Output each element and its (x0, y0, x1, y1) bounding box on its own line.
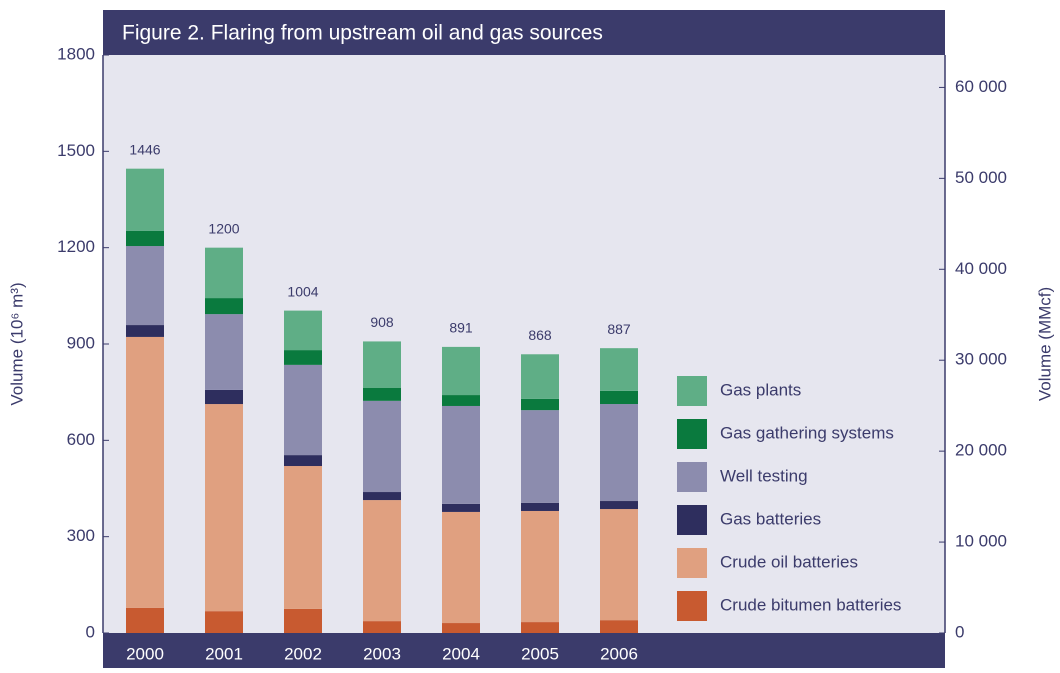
bar-segment (205, 247, 243, 299)
x-axis-bar (103, 633, 945, 668)
y2-tick-label: 30 000 (955, 350, 1007, 369)
legend-label: Gas batteries (720, 509, 821, 528)
bar-segment (600, 501, 638, 510)
total-label: 868 (528, 327, 552, 343)
legend-label: Well testing (720, 466, 808, 485)
bar-segment (521, 510, 559, 623)
chart-title: Figure 2. Flaring from upstream oil and … (122, 22, 603, 45)
x-tick-label: 2004 (442, 644, 480, 663)
bar-segment (126, 168, 164, 231)
bar-segment (600, 404, 638, 502)
bar-segment (442, 623, 480, 633)
bar-segment (126, 336, 164, 608)
bar-segment (205, 611, 243, 633)
y-tick-label: 900 (67, 333, 95, 352)
bar-segment (521, 622, 559, 633)
bar-segment (284, 350, 322, 365)
bar-segment (363, 387, 401, 401)
bar-segment (284, 310, 322, 351)
legend-label: Gas gathering systems (720, 423, 894, 442)
bar-segment (521, 398, 559, 411)
x-tick-label: 2005 (521, 644, 559, 663)
bar-segment (205, 314, 243, 390)
y2-axis-label: Volume (MMcf) (1035, 287, 1054, 401)
bar-segment (363, 621, 401, 633)
bar-segment (442, 511, 480, 624)
legend-swatch (677, 462, 707, 492)
bar-segment (126, 607, 164, 633)
bar-segment (363, 500, 401, 622)
y-tick-label: 0 (86, 622, 95, 641)
y-tick-label: 300 (67, 526, 95, 545)
bar-segment (521, 410, 559, 503)
legend-swatch (677, 505, 707, 535)
bar-segment (284, 608, 322, 633)
bar-segment (363, 492, 401, 501)
bar-segment (126, 230, 164, 247)
title-bar (103, 10, 945, 55)
bar-segment (284, 455, 322, 467)
x-tick-label: 2003 (363, 644, 401, 663)
bar-segment (600, 390, 638, 405)
legend-swatch (677, 591, 707, 621)
total-label: 1446 (129, 141, 160, 157)
y-axis-label: Volume (10⁶ m³) (7, 282, 26, 405)
bar-segment (284, 364, 322, 456)
bar-segment (442, 346, 480, 396)
bar-segment (126, 325, 164, 337)
y-tick-label: 1800 (57, 44, 95, 63)
legend-swatch (677, 419, 707, 449)
y2-tick-label: 20 000 (955, 441, 1007, 460)
total-label: 891 (449, 320, 473, 336)
bar-segment (600, 348, 638, 391)
total-label: 1004 (287, 283, 318, 299)
x-tick-label: 2001 (205, 644, 243, 663)
total-label: 1200 (208, 220, 239, 236)
y2-tick-label: 10 000 (955, 532, 1007, 551)
legend-label: Crude oil batteries (720, 552, 858, 571)
y2-tick-label: 60 000 (955, 77, 1007, 96)
bar-segment (363, 400, 401, 493)
x-tick-label: 2002 (284, 644, 322, 663)
bar-segment (521, 354, 559, 399)
bar-segment (600, 509, 638, 621)
bar-segment (521, 502, 559, 511)
bar-segment (600, 620, 638, 633)
bar-segment (442, 395, 480, 406)
legend-label: Crude bitumen batteries (720, 595, 901, 614)
legend-swatch (677, 548, 707, 578)
x-tick-label: 2000 (126, 644, 164, 663)
total-label: 908 (370, 314, 394, 330)
y-tick-label: 1500 (57, 141, 95, 160)
bar-segment (284, 466, 322, 609)
x-tick-label: 2006 (600, 644, 638, 663)
legend-swatch (677, 376, 707, 406)
bar-segment (205, 389, 243, 405)
bar-segment (205, 298, 243, 315)
y2-tick-label: 50 000 (955, 168, 1007, 187)
bar-segment (126, 246, 164, 326)
bar-segment (442, 503, 480, 512)
y2-tick-label: 0 (955, 622, 964, 641)
legend-label: Gas plants (720, 380, 801, 399)
bar-segment (442, 405, 480, 504)
y2-tick-label: 40 000 (955, 259, 1007, 278)
total-label: 887 (607, 321, 631, 337)
y-tick-label: 1200 (57, 237, 95, 256)
bar-segment (363, 341, 401, 388)
bar-segment (205, 404, 243, 612)
y-tick-label: 600 (67, 430, 95, 449)
